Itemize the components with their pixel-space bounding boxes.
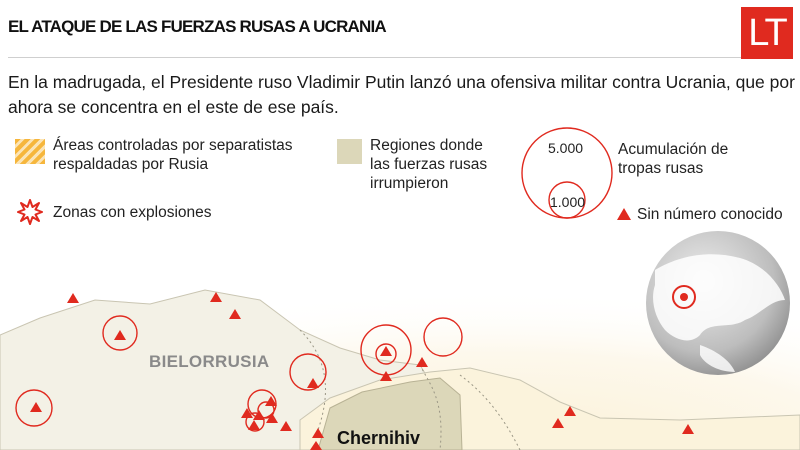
triangle-marker xyxy=(564,406,576,416)
triangle-marker xyxy=(266,413,278,423)
explosion-icon xyxy=(17,199,43,225)
troop-circle xyxy=(15,389,53,427)
triangle-marker xyxy=(307,378,319,388)
legend-regions-line3: irrumpieron xyxy=(370,175,449,192)
legend-separatist: Áreas controladas por separatistas respa… xyxy=(53,136,293,174)
triangle-marker xyxy=(380,346,392,356)
legend-separatist-line2: respaldadas por Rusia xyxy=(53,156,209,173)
troop-circles xyxy=(15,315,463,432)
globe-highlight xyxy=(680,293,688,301)
legend-explosions: Zonas con explosiones xyxy=(53,204,212,221)
title-divider xyxy=(8,57,744,58)
triangle-marker xyxy=(682,424,694,434)
triangle-marker xyxy=(241,408,253,418)
globe-landmass xyxy=(653,254,785,341)
troop-circle xyxy=(102,315,138,351)
troop-legend-small-value: 1.000 xyxy=(550,194,586,210)
triangle-marker xyxy=(416,357,428,367)
unknown-markers xyxy=(30,292,694,450)
border-line xyxy=(419,364,442,450)
triangle-marker xyxy=(552,418,564,428)
triangle-marker xyxy=(312,428,324,438)
legend-troops-line2: tropas rusas xyxy=(618,160,704,177)
legend-regions-line2: las fuerzas rusas xyxy=(370,156,488,173)
globe-locator xyxy=(646,231,790,375)
legend-troops: Acumulación de tropas rusas xyxy=(618,140,728,178)
brand-logo: LT xyxy=(741,7,793,59)
triangle-marker xyxy=(229,309,241,319)
chernihiv-region xyxy=(317,377,463,450)
troop-legend-circles xyxy=(521,127,613,219)
triangle-marker xyxy=(30,402,42,412)
legend-unknown: Sin número conocido xyxy=(637,206,783,223)
lead-paragraph: En la madrugada, el Presidente ruso Vlad… xyxy=(8,72,795,117)
legend-separatist-line1: Áreas controladas por separatistas xyxy=(53,137,293,154)
globe-highlight-ring xyxy=(672,285,696,309)
troop-circle xyxy=(375,343,397,365)
troop-circle xyxy=(423,317,463,357)
legend-regions-line1: Regiones donde xyxy=(370,137,483,154)
triangle-marker xyxy=(67,293,79,303)
triangle-marker xyxy=(210,292,222,302)
triangle-marker xyxy=(310,441,322,450)
troop-legend-large-value: 5.000 xyxy=(548,140,584,156)
legend-troops-line1: Acumulación de xyxy=(618,141,729,158)
label-belarus: BIELORRUSIA xyxy=(149,352,270,371)
triangle-marker xyxy=(253,410,265,420)
globe-landmass xyxy=(700,345,735,372)
triangle-marker xyxy=(280,421,292,431)
triangle-marker xyxy=(265,396,277,406)
troop-circle xyxy=(257,401,275,419)
regions-swatch xyxy=(337,139,362,164)
triangle-marker xyxy=(114,330,126,340)
troop-circle xyxy=(289,353,327,391)
page-title: EL ATAQUE DE LAS FUERZAS RUSAS A UCRANIA xyxy=(8,17,387,36)
triangle-marker xyxy=(380,371,392,381)
triangle-legend-icon xyxy=(617,208,631,220)
troop-circle xyxy=(245,412,265,432)
label-chernihiv: Chernihiv xyxy=(337,428,421,448)
border-line xyxy=(459,374,521,450)
triangle-marker xyxy=(248,420,260,430)
separatist-swatch xyxy=(15,139,45,164)
legend-regions: Regiones donde las fuerzas rusas irrumpi… xyxy=(370,136,487,193)
